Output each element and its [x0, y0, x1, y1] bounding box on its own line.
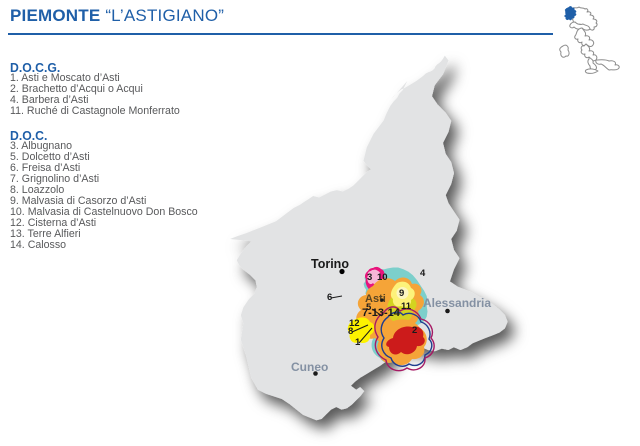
svg-text:9: 9: [399, 288, 404, 299]
svg-text:Cuneo: Cuneo: [291, 360, 328, 374]
svg-text:7-13-14: 7-13-14: [362, 307, 401, 319]
svg-text:Torino: Torino: [311, 257, 349, 271]
svg-text:3: 3: [367, 272, 372, 283]
svg-text:1: 1: [355, 337, 361, 348]
svg-text:Alessandria: Alessandria: [423, 296, 491, 310]
svg-text:11: 11: [401, 301, 412, 312]
svg-text:10: 10: [377, 272, 388, 283]
svg-text:2: 2: [412, 325, 417, 336]
svg-text:4: 4: [420, 268, 426, 279]
